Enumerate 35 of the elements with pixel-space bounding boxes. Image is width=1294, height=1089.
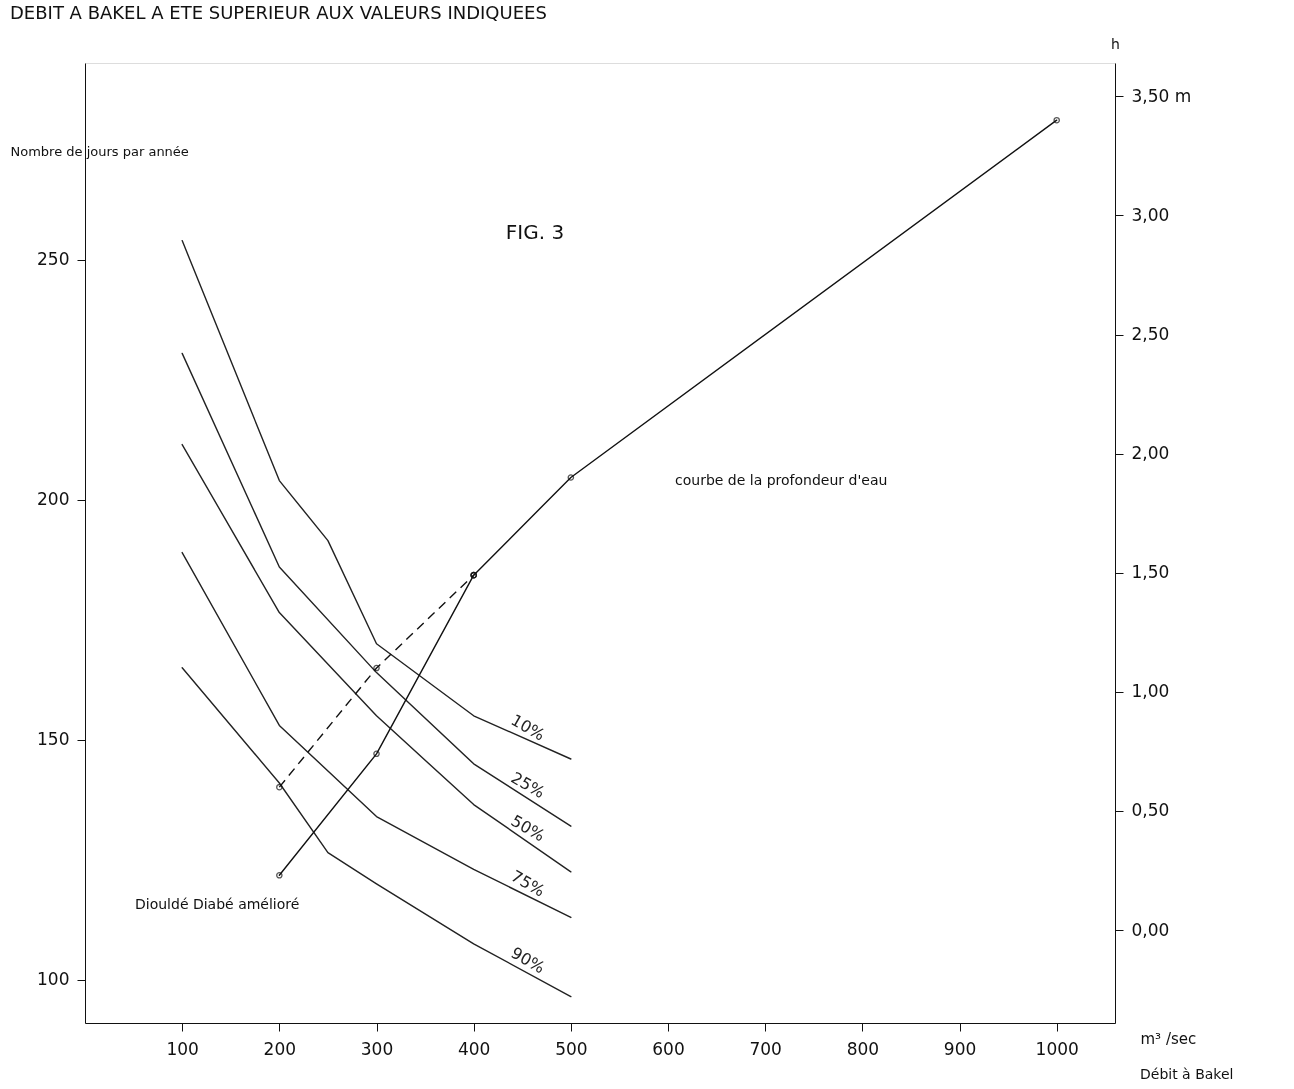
text: 50% — [507, 811, 549, 846]
text: 10% — [507, 710, 549, 745]
y-axis-title: Nombre de jours par année — [10, 143, 189, 159]
x-tick-label: 1000 — [1035, 1038, 1079, 1059]
chart-title: DEBIT A BAKEL A ETE SUPERIEUR AUX VALEURS INDIQUEES — [10, 2, 547, 23]
x-tick-label: 200 — [263, 1038, 297, 1059]
x-tick-label: 700 — [749, 1038, 782, 1059]
y2-axis-title: h — [1111, 35, 1120, 52]
y2-tick-label: 0,50 — [1131, 800, 1170, 821]
x-tick-label: 300 — [360, 1038, 394, 1059]
y-tick-label: 200 — [37, 489, 70, 510]
annotation: courbe de la profondeur d'eau — [675, 472, 888, 488]
x-tick-label: 600 — [652, 1038, 685, 1059]
text: 25% — [507, 767, 549, 803]
y-tick-label: 150 — [37, 729, 70, 750]
x-tick-label: 400 — [457, 1038, 491, 1059]
x-tick-label: 900 — [943, 1038, 977, 1059]
x-tick-label: 100 — [166, 1038, 199, 1059]
x-tick-label: 800 — [846, 1038, 880, 1059]
y2-tick-label: 2,00 — [1131, 443, 1170, 464]
y2-tick-label: 0,00 — [1131, 919, 1170, 940]
y2-tick-label: 3,50 m — [1131, 85, 1192, 106]
y2-tick-label: 1,00 — [1131, 681, 1170, 702]
y2-tick-label: 3,00 — [1131, 204, 1170, 225]
text: Débit à Bakel — [1140, 1066, 1234, 1082]
y-tick-label: 100 — [37, 969, 70, 990]
y2-tick-label: 2,50 — [1131, 324, 1170, 345]
annotation: Diouldé Diabé amélioré — [135, 896, 300, 912]
text: 90% — [507, 943, 549, 978]
x-axis-title: m³ /sec — [1140, 1029, 1197, 1048]
y2-tick-label: 1,50 — [1131, 562, 1170, 583]
text: 75% — [507, 866, 549, 901]
y-tick-label: 250 — [37, 249, 70, 270]
x-tick-label: 500 — [555, 1038, 588, 1059]
annotation: FIG. 3 — [505, 220, 565, 244]
